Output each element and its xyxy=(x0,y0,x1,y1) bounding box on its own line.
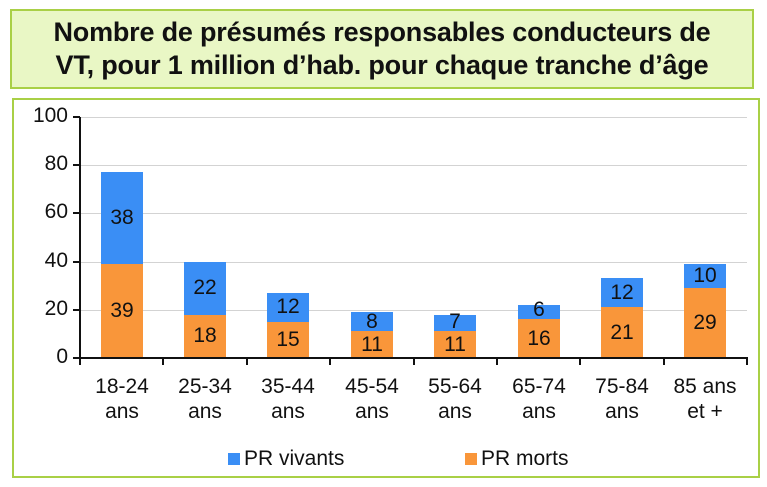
y-tick-label: 80 xyxy=(44,152,68,175)
y-tick-label: 100 xyxy=(32,104,68,127)
bar-segment-morts: 29 xyxy=(684,288,726,358)
x-tick-label: 55-64 ans xyxy=(428,375,482,423)
x-tick xyxy=(162,358,164,365)
bar-segment-vivants: 38 xyxy=(101,172,143,264)
x-tick xyxy=(746,358,748,365)
y-tick xyxy=(73,164,80,166)
legend-label-morts: PR morts xyxy=(481,447,569,470)
bar-segment-vivants: 10 xyxy=(684,264,726,289)
gridline xyxy=(80,117,747,118)
y-tick xyxy=(73,309,80,311)
y-tick-label: 20 xyxy=(44,297,68,320)
bar-segment-vivants: 22 xyxy=(184,261,226,315)
chart-title-line-1: Nombre de présumés responsables conducte… xyxy=(53,17,711,47)
y-axis xyxy=(79,117,81,360)
x-tick xyxy=(329,358,331,365)
gridline xyxy=(80,213,747,214)
bar-segment-morts: 11 xyxy=(434,331,476,358)
gridline xyxy=(80,165,747,166)
x-tick xyxy=(496,358,498,365)
x-tick xyxy=(413,358,415,365)
y-tick xyxy=(73,212,80,214)
y-tick-label: 60 xyxy=(44,200,68,223)
chart-title-line-2: VT, pour 1 million d’hab. pour chaque tr… xyxy=(55,50,709,80)
bar-segment-morts: 15 xyxy=(267,321,309,358)
x-tick-label: 25-34 ans xyxy=(178,375,232,423)
bar-segment-morts: 11 xyxy=(351,331,393,358)
y-tick xyxy=(73,261,80,263)
bar-segment-morts: 21 xyxy=(601,307,643,358)
x-tick-label: 65-74 ans xyxy=(512,375,566,423)
y-tick-label: 0 xyxy=(56,345,68,368)
y-tick xyxy=(73,357,80,359)
bar-segment-vivants: 6 xyxy=(518,299,560,321)
legend-swatch-morts xyxy=(465,453,477,465)
x-tick xyxy=(579,358,581,365)
x-tick-label: 75-84 ans xyxy=(595,375,649,423)
x-tick-label: 45-54 ans xyxy=(345,375,399,423)
x-tick-label: 18-24 ans xyxy=(95,375,149,423)
y-tick-label: 40 xyxy=(44,249,68,272)
x-tick-label: 35-44 ans xyxy=(261,375,315,423)
bar-segment-vivants: 7 xyxy=(434,312,476,332)
gridline xyxy=(80,262,747,263)
legend-item-morts: PR morts xyxy=(465,447,569,471)
x-tick-label: 85 ans et + xyxy=(673,375,737,423)
bar-segment-vivants: 12 xyxy=(601,278,643,308)
gridline xyxy=(80,310,747,311)
bar-segment-vivants: 8 xyxy=(351,311,393,333)
x-tick xyxy=(79,358,81,365)
bar-segment-morts: 39 xyxy=(101,264,143,358)
x-tick xyxy=(663,358,665,365)
bar-segment-vivants: 12 xyxy=(267,292,309,322)
legend-item-vivants: PR vivants xyxy=(228,447,344,471)
bar-segment-morts: 18 xyxy=(184,314,226,358)
x-tick xyxy=(246,358,248,365)
bar-segment-morts: 16 xyxy=(518,319,560,358)
x-axis xyxy=(79,357,748,359)
legend-label-vivants: PR vivants xyxy=(244,447,345,470)
chart-title-box: Nombre de présumés responsables conducte… xyxy=(10,9,754,89)
y-tick xyxy=(73,116,80,118)
legend-swatch-vivants xyxy=(228,453,240,465)
